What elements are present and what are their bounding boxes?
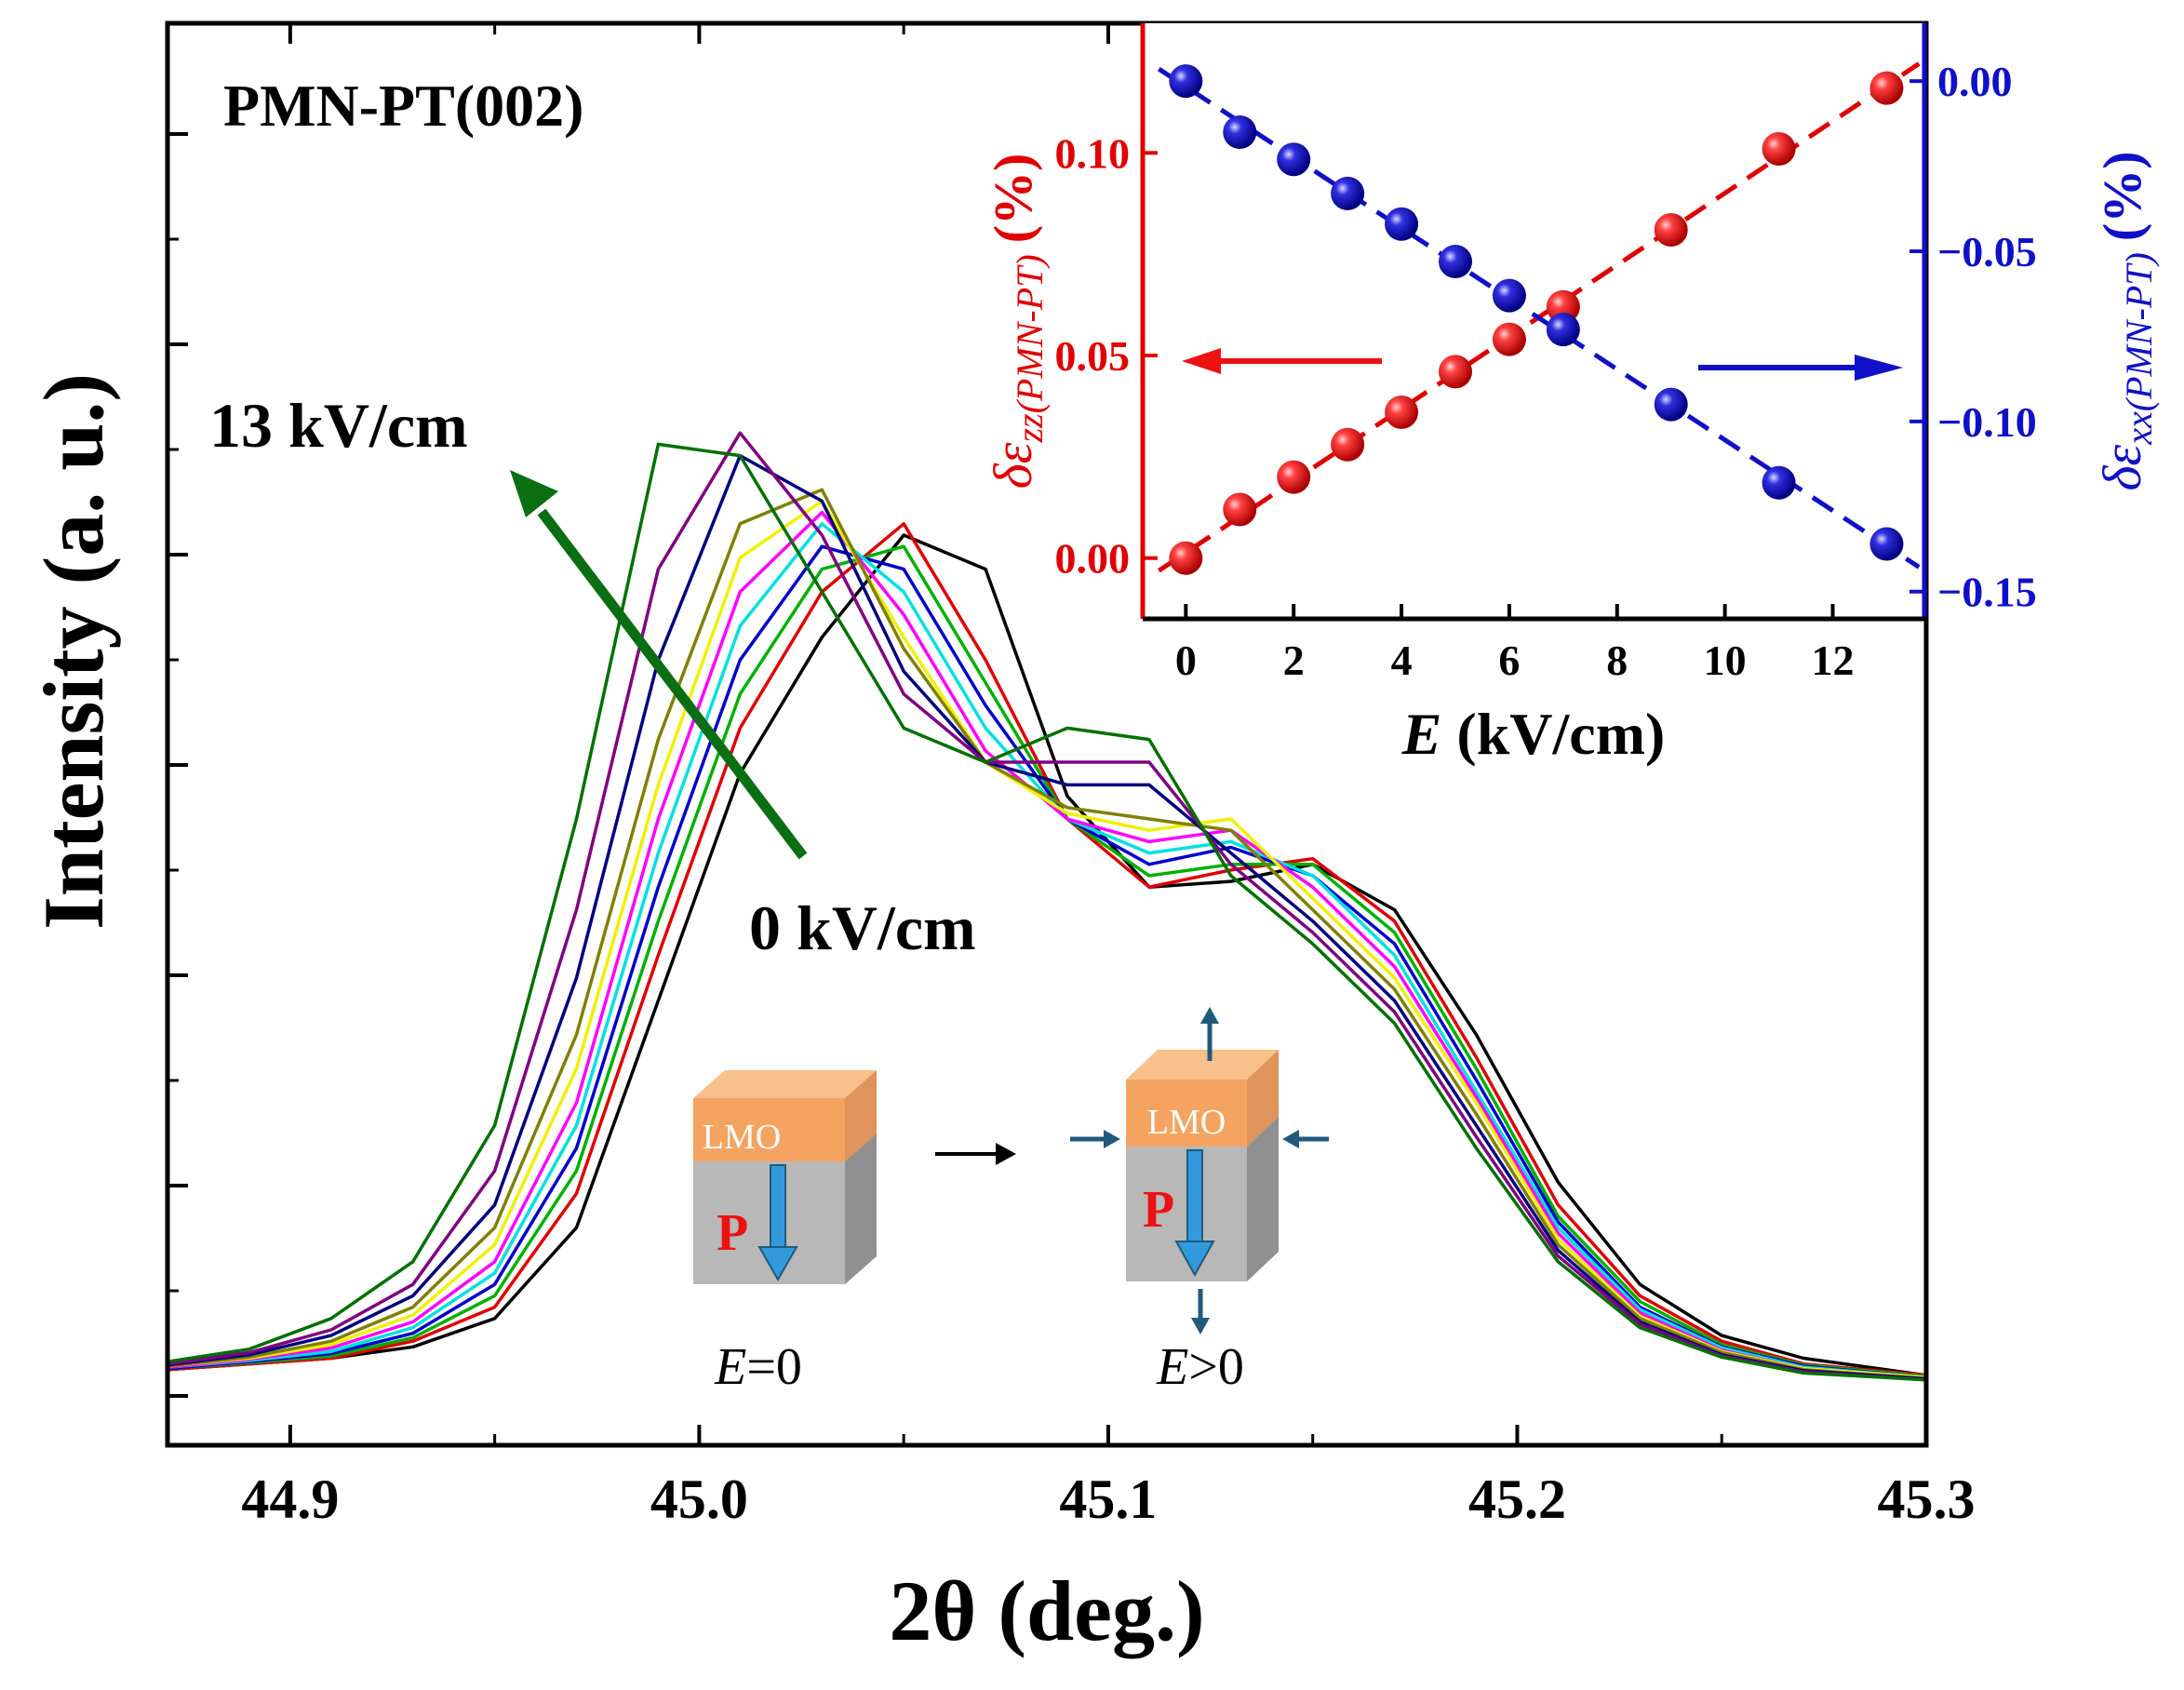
inset-left-tick-label: 0.00 [1055,535,1131,583]
inset-x-tick-label: 2 [1283,637,1305,684]
transition-arrowhead [996,1143,1016,1165]
inset-point-xx [1762,465,1796,500]
inset-right-tick-label: −0.15 [1937,569,2037,616]
intensity-curve-2-kv-cm [167,544,1927,1378]
lmo-side-face-strained [1247,1050,1279,1147]
inset-x-tick-label: 8 [1606,637,1628,684]
annotation-13-kv-cm: 13 kV/cm [209,390,468,461]
substrate-side-face-strained [1247,1117,1279,1281]
inset-left-tick-label: 0.05 [1055,332,1131,380]
lmo-front-face-strained [1126,1080,1247,1147]
lmo-label-right: LMO [1147,1103,1226,1142]
left-axis-pointer-arrow [1182,348,1221,374]
strain-arrow-down [1191,1318,1210,1335]
intensity-curve-6-kv-cm [167,499,1927,1379]
inset-point-zz [1169,541,1203,575]
inset-x-tick-label: 0 [1175,637,1197,684]
main-x-tick-label: 45.2 [1468,1469,1566,1530]
main-x-ticks: 44.9 45.0 45.1 45.2 45.3 [241,23,1976,1530]
inset-point-xx [1654,387,1688,422]
p-label-left: P [717,1204,748,1262]
inset-x-axis-label: E (kV/cm) [1401,701,1666,767]
inset-point-zz [1223,492,1257,527]
lmo-front-face [693,1098,845,1161]
inset-point-xx [1385,207,1419,241]
substrate-side-face [845,1133,877,1284]
intensity-curve-5-kv-cm [167,510,1927,1379]
inset-point-xx [1546,313,1580,347]
main-chart: 44.9 45.0 45.1 45.2 45.3 PMN-PT(002) 2θ (deg… [26,20,1976,1658]
intensity-curve-13-kv-cm [167,442,1927,1382]
inset-point-xx [1492,278,1526,313]
strain-schematic: LMO P E=0 LMO P [693,1007,1329,1396]
inset-right-tick-label: −0.05 [1937,228,2037,275]
condition-label-left: E=0 [714,1338,802,1396]
main-plot-frame [165,20,1929,1448]
lmo-label-left: LMO [703,1118,781,1157]
inset-point-zz [1869,71,1904,105]
intensity-curve-1-kv-cm [167,522,1927,1377]
p-label-right: P [1143,1181,1174,1239]
block-unstrained: LMO P E=0 [693,1070,877,1396]
main-x-tick-label: 45.0 [650,1469,748,1530]
lmo-side-face [845,1070,877,1161]
intensity-curve-7-kv-cm [167,488,1927,1381]
inset-chart: 0 2 4 6 8 10 12 0.00 0.05 0.10 0.00 −0.05 −0.10 −0.15… [983,23,2160,767]
polarization-shaft-right [1186,1149,1203,1244]
strain-arrow-up [1200,1007,1219,1024]
inset-point-xx [1439,245,1472,278]
main-x-tick-label: 45.3 [1878,1469,1976,1530]
intensity-curve-0-kv-cm [167,533,1927,1377]
inset-x-tick-label: 6 [1498,637,1520,684]
inset-left-axis-label: δεzz(PMN-PT)(%) [983,154,1051,490]
condition-label-right: E>0 [1156,1338,1244,1396]
intensity-curve-3-kv-cm [167,544,1927,1379]
inset-right-tick-label: −0.10 [1937,398,2037,446]
inset-point-zz [1492,322,1526,356]
inset-point-xx [1331,176,1365,210]
main-chart-title: PMN-PT(002) [223,73,583,139]
main-x-tick-label: 44.9 [241,1469,339,1530]
inset-point-xx [1223,115,1257,150]
field-direction-arrow [537,508,808,860]
right-axis-pointer-arrow [1855,355,1903,381]
main-y-axis-label: Intensity (a. u.) [26,373,121,930]
polarization-arrow-right [1174,1241,1215,1278]
strain-arrow-right [1282,1130,1299,1148]
annotation-0-kv-cm: 0 kV/cm [749,892,976,963]
inset-point-xx [1277,142,1311,177]
inset-point-xx [1169,64,1203,99]
inset-point-zz [1277,460,1311,494]
inset-right-tick-label: 0.00 [1937,58,2013,105]
field-direction-arrowhead [510,470,558,517]
strain-arrow-left [1104,1130,1120,1148]
inset-content: 0 2 4 6 8 10 12 0.00 0.05 0.10 0.00 −0.05 −0.10 −0.15 [1055,58,2037,684]
inset-point-zz [1654,213,1688,248]
intensity-curve-4-kv-cm [167,522,1927,1379]
main-chart-curves [167,431,1927,1382]
intensity-curve-9-kv-cm [167,453,1927,1381]
lmo-top-face-strained [1126,1050,1279,1080]
inset-point-zz [1331,427,1365,462]
lmo-top-face [693,1070,877,1098]
inset-x-tick-label: 12 [1812,637,1855,684]
polarization-arrow-left [757,1246,798,1282]
inset-point-zz [1439,355,1472,389]
inset-left-tick-label: 0.10 [1055,129,1131,177]
main-y-ticks [167,132,188,1398]
intensity-curve-11-kv-cm [167,431,1927,1382]
polarization-shaft-left [770,1164,786,1250]
main-x-tick-label: 45.1 [1059,1469,1157,1530]
inset-point-zz [1385,395,1419,429]
inset-right-axis-label: δεxx(PMN-PT)(%) [2092,151,2160,490]
inset-point-zz [1762,131,1796,166]
inset-x-tick-label: 4 [1391,637,1413,684]
inset-x-tick-label: 10 [1704,637,1747,684]
main-x-axis-label: 2θ (deg.) [889,1563,1204,1658]
inset-point-xx [1869,527,1904,561]
block-strained: LMO P E>0 [1070,1007,1329,1396]
